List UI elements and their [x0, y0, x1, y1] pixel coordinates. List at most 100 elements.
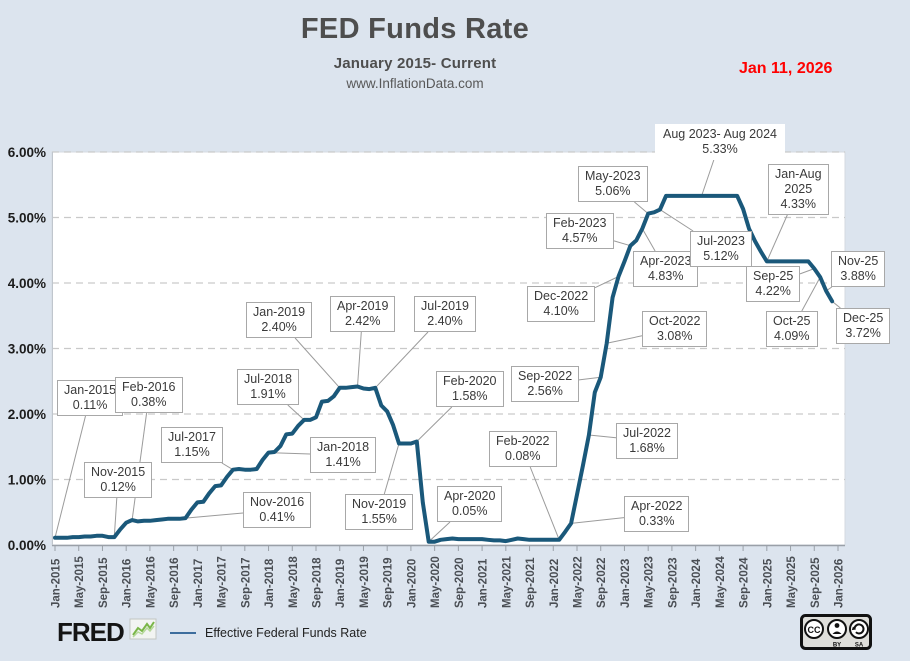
annotation-text: Jan-2018	[317, 440, 370, 454]
svg-text:Jan-2024: Jan-2024	[691, 558, 703, 608]
svg-text:May-2019: May-2019	[359, 556, 371, 608]
annotation-callout: Jan-Aug 2025 4.33%	[768, 164, 829, 215]
annotation-callout: Dec-2022 4.10%	[527, 286, 596, 322]
svg-text:0.00%: 0.00%	[8, 538, 46, 553]
svg-text:May-2021: May-2021	[501, 556, 513, 608]
annotation-text: Apr-2019	[337, 299, 389, 313]
annotation-callout: Aug 2023- Aug 2024 5.33%	[655, 124, 785, 160]
annotation-text: 0.33%	[638, 514, 675, 528]
effr-line	[53, 193, 835, 544]
annotation-text: Nov-2019	[352, 497, 407, 511]
x-axis-labels: Jan-2015 May-2015 Sep-2015 Jan-2016 May-2016…	[51, 546, 846, 608]
annotation-text: 2.42%	[344, 314, 381, 328]
annotation-callout: Nov-2019 1.55%	[345, 494, 414, 530]
svg-text:3.00%: 3.00%	[8, 342, 46, 357]
chart-footer: FRED Effective Federal Funds Rate CC	[0, 612, 910, 656]
svg-text:Sep-2022: Sep-2022	[596, 557, 608, 608]
svg-text:Sep-2025: Sep-2025	[810, 557, 822, 608]
annotation-text: 1.41%	[325, 455, 361, 469]
annotation-callout: May-2023 5.06%	[578, 166, 648, 202]
svg-text:Jan-2023: Jan-2023	[620, 559, 632, 608]
annotation-callout: Jul-2022 1.68%	[616, 423, 678, 459]
fred-logo-text: FRED	[57, 616, 125, 647]
page-title: FED Funds Rate	[300, 13, 530, 45]
annotation-text: 1.15%	[174, 445, 210, 459]
annotation-text: Jan-2019	[253, 305, 306, 319]
axes	[52, 152, 845, 547]
svg-text:Sep-2016: Sep-2016	[169, 557, 181, 608]
annotation-text: Apr-2023	[640, 254, 692, 268]
annotation-text: 3.72%	[845, 326, 881, 340]
annotation-text: 4.10%	[543, 304, 579, 318]
svg-text:CC: CC	[808, 625, 821, 635]
annotation-text: Feb-2016	[122, 380, 176, 394]
annotation-text: Feb-2022	[496, 434, 550, 448]
svg-text:May-2016: May-2016	[145, 556, 157, 608]
annotation-callout: Oct-2022 3.08%	[642, 311, 708, 347]
annotation-text: 5.06%	[595, 184, 631, 198]
annotation-callout: Dec-25 3.72%	[836, 308, 891, 344]
svg-text:May-2024: May-2024	[715, 556, 727, 608]
annotation-leader-lines	[54, 159, 841, 543]
legend: Effective Federal Funds Rate	[170, 626, 367, 640]
svg-text:Sep-2015: Sep-2015	[98, 557, 110, 608]
annotation-text: 4.83%	[647, 269, 684, 283]
annotation-callout: Sep-25 4.22%	[746, 266, 801, 302]
annotation-text: Jan-Aug	[775, 167, 822, 181]
annotation-text: Sep-25	[753, 269, 794, 283]
svg-text:Sep-2019: Sep-2019	[383, 557, 395, 608]
annotation-text: 3.08%	[656, 329, 693, 343]
annotation-text: 4.22%	[755, 284, 791, 298]
annotation-text: 3.88%	[840, 269, 876, 283]
annotation-callout: Jan-2019 2.40%	[246, 302, 313, 338]
annotation-callout: Nov-25 3.88%	[831, 251, 886, 287]
svg-text:Sep-2020: Sep-2020	[454, 557, 466, 608]
legend-label: Effective Federal Funds Rate	[205, 626, 367, 640]
annotation-text: Jul-2022	[623, 426, 671, 440]
annotation-text: Apr-2020	[444, 489, 496, 503]
cc-by-label: BY	[833, 643, 841, 649]
annotation-callout: Feb-2020 1.58%	[436, 371, 504, 407]
annotation-text: Aug 2023- Aug 2024	[663, 127, 777, 141]
annotation-text: Feb-2020	[443, 374, 497, 388]
svg-text:Sep-2024: Sep-2024	[739, 557, 751, 608]
svg-text:May-2022: May-2022	[573, 556, 585, 608]
annotation-text: 5.33%	[702, 142, 738, 156]
annotation-text: Nov-2016	[250, 495, 305, 509]
annotation-text: 1.55%	[361, 512, 397, 526]
cc-by-sa-badge: CC BY SA	[800, 614, 872, 655]
annotation-text: 2.56%	[527, 384, 563, 398]
annotation-text: Jul-2023	[697, 234, 745, 248]
chart-subtitle: January 2015- Current	[333, 55, 497, 72]
annotation-callout: Apr-2022 0.33%	[624, 496, 690, 532]
annotation-text: 1.68%	[629, 441, 665, 455]
annotation-callout: Oct-25 4.09%	[766, 311, 818, 347]
cc-sa-label: SA	[855, 643, 864, 649]
svg-text:1.00%: 1.00%	[8, 473, 46, 488]
annotation-text: Oct-2022	[649, 314, 701, 328]
as-of-date: Jan 11, 2026	[739, 60, 833, 77]
annotation-text: 4.09%	[774, 329, 810, 343]
annotation-text: 1.91%	[250, 387, 286, 401]
svg-text:2.00%: 2.00%	[8, 407, 46, 422]
annotation-text: 1.58%	[452, 389, 488, 403]
annotation-text: 0.11%	[72, 398, 108, 412]
svg-text:Jan-2020: Jan-2020	[406, 559, 418, 608]
svg-text:Sep-2018: Sep-2018	[312, 557, 324, 608]
svg-text:May-2015: May-2015	[74, 556, 86, 608]
svg-text:May-2018: May-2018	[288, 556, 300, 608]
svg-text:Sep-2021: Sep-2021	[525, 557, 537, 608]
annotation-callout: Jan-2018 1.41%	[310, 437, 377, 473]
annotation-text: Jul-2018	[244, 372, 292, 386]
annotation-callout: Jul-2018 1.91%	[237, 369, 299, 405]
annotation-text: 0.12%	[100, 480, 136, 494]
annotation-text: Sep-2022	[518, 369, 573, 383]
annotation-text: 2.40%	[261, 320, 297, 334]
svg-text:May-2023: May-2023	[644, 556, 656, 608]
annotation-text: 4.33%	[780, 197, 816, 211]
svg-text:May-2017: May-2017	[217, 556, 229, 608]
fred-sparkline-icon	[129, 618, 157, 645]
svg-text:May-2025: May-2025	[786, 556, 798, 608]
